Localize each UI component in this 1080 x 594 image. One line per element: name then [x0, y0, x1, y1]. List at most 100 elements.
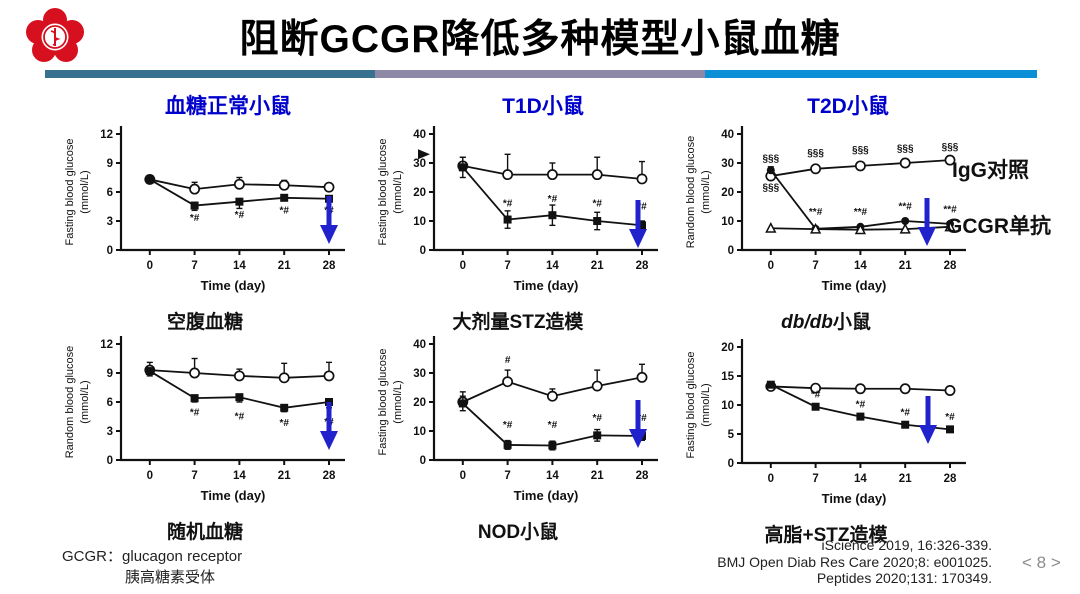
chart-caption: 空腹血糖 [166, 312, 243, 333]
chart-caption: NOD小鼠 [477, 522, 559, 543]
footnote-def-en: glucagon receptor [122, 548, 243, 565]
svg-text:*#: *# [279, 418, 289, 429]
svg-text:28: 28 [636, 260, 649, 272]
svg-text:10: 10 [413, 216, 426, 228]
svg-text:*#: *# [190, 213, 200, 224]
svg-text:Random blood glucose: Random blood glucose [64, 346, 76, 459]
chart-hfd-stz-plot: 0 5 10 15 20 0 7 14 21 28 Time (day) Fasting blood … [676, 333, 976, 518]
svg-text:7: 7 [504, 260, 510, 272]
chart-hfd-stz: 0 5 10 15 20 0 7 14 21 28 Time (day) Fasting blood … [676, 333, 976, 547]
svg-text:(mmol/L): (mmol/L) [392, 170, 404, 213]
svg-text:§§§: §§§ [942, 142, 959, 153]
svg-text:7: 7 [191, 260, 197, 272]
svg-text:*#: *# [637, 201, 647, 212]
decrease-arrow-icon [918, 198, 936, 246]
svg-text:*#: *# [503, 199, 513, 210]
svg-text:30: 30 [413, 368, 426, 380]
svg-text:21: 21 [899, 260, 912, 272]
svg-text:(mmol/L): (mmol/L) [392, 380, 404, 423]
column-header-t1d: T1D小鼠 [502, 95, 584, 118]
svg-text:**#: **# [943, 204, 957, 215]
footnote-gcgr: GCGR：glucagon receptor 胰高糖素受体 [62, 545, 242, 587]
svg-text:0: 0 [420, 455, 426, 467]
svg-text:7: 7 [504, 470, 510, 482]
svg-text:40: 40 [413, 339, 426, 351]
svg-text:Time (day): Time (day) [201, 488, 266, 503]
reference-line: iScience 2019, 16:326-339. [821, 537, 992, 553]
svg-text:*#: *# [811, 389, 821, 400]
svg-text:14: 14 [854, 260, 867, 272]
svg-text:§§§: §§§ [852, 145, 869, 156]
svg-text:0: 0 [420, 245, 426, 257]
svg-text:14: 14 [233, 470, 246, 482]
svg-text:*#: *# [592, 413, 602, 424]
svg-text:*#: *# [190, 408, 200, 419]
reference-line: BMJ Open Diab Res Care 2020;8: e001025. [717, 553, 992, 570]
svg-text:12: 12 [100, 129, 113, 141]
decrease-arrow-icon [320, 196, 338, 244]
svg-text:5: 5 [728, 429, 735, 441]
svg-text:9: 9 [107, 368, 113, 380]
svg-text:§§§: §§§ [807, 148, 824, 159]
svg-text:*#: *# [235, 411, 245, 422]
footnote-def-cn: 胰高糖素受体 [125, 569, 216, 586]
svg-text:Time (day): Time (day) [822, 491, 887, 506]
svg-text:6: 6 [107, 187, 113, 199]
svg-text:*#: *# [279, 205, 289, 216]
svg-text:7: 7 [812, 260, 818, 272]
svg-text:3: 3 [107, 426, 113, 438]
svg-text:*#: *# [856, 399, 866, 410]
references: iScience 2019, 16:326-339. BMJ Open Diab… [717, 537, 992, 587]
svg-text:Time (day): Time (day) [201, 278, 266, 293]
svg-text:0: 0 [728, 245, 734, 257]
svg-text:0: 0 [768, 260, 774, 272]
svg-text:Fasting blood glucose: Fasting blood glucose [377, 138, 389, 245]
svg-text:0: 0 [728, 458, 734, 470]
svg-text:**#: **# [854, 207, 868, 218]
divider-segment-blue [705, 70, 1037, 78]
svg-text:14: 14 [854, 473, 867, 485]
svg-text:#: # [505, 355, 511, 366]
chart-t1d-stz-plot: 0 10 20 30 40 0 7 14 21 28 Time (day) Fasting blood… [368, 120, 668, 305]
divider-segment-purple [375, 70, 705, 78]
chart-caption: 大剂量STZ造模 [452, 312, 584, 333]
svg-text:28: 28 [944, 473, 957, 485]
svg-text:15: 15 [721, 371, 734, 383]
decrease-arrow-icon [320, 402, 338, 450]
svg-text:20: 20 [721, 342, 734, 354]
svg-text:*#: *# [235, 210, 245, 221]
slide-title: 阻断GCGR降低多种模型小鼠血糖 [239, 18, 841, 61]
svg-text:Time (day): Time (day) [514, 278, 579, 293]
svg-text:14: 14 [546, 260, 559, 272]
svg-text:28: 28 [323, 260, 336, 272]
svg-text:6: 6 [107, 397, 113, 409]
svg-text:28: 28 [323, 470, 336, 482]
svg-text:(mmol/L): (mmol/L) [700, 383, 712, 426]
svg-text:20: 20 [721, 187, 734, 199]
column-header-t2d: T2D小鼠 [807, 95, 889, 118]
svg-text:7: 7 [191, 470, 197, 482]
chart-random-normal: 0 3 6 9 12 0 7 14 21 28 Time (day) Random blood glu… [55, 330, 355, 544]
svg-text:*#: *# [548, 194, 558, 205]
svg-text:9: 9 [107, 158, 113, 170]
footnote-term: GCGR： [62, 548, 123, 565]
svg-text:21: 21 [278, 470, 291, 482]
svg-text:40: 40 [413, 129, 426, 141]
svg-text:*#: *# [503, 420, 513, 431]
svg-text:§§§: §§§ [762, 183, 779, 194]
svg-text:21: 21 [591, 470, 604, 482]
chart-random-normal-plot: 0 3 6 9 12 0 7 14 21 28 Time (day) Random blood glu… [55, 330, 355, 515]
svg-text:7: 7 [812, 473, 818, 485]
legend-igg-control: IgG对照 [952, 159, 1029, 182]
chart-caption: db/db小鼠 [781, 312, 871, 333]
svg-text:20: 20 [413, 397, 426, 409]
svg-text:0: 0 [147, 470, 153, 482]
legend-gcgr-mab: GCGR单抗 [946, 215, 1051, 238]
svg-text:21: 21 [278, 260, 291, 272]
svg-text:§§§: §§§ [897, 143, 914, 154]
chart-fasting-normal-plot: 0 3 6 9 12 0 7 14 21 28 Time (day) Fasting blood gl… [55, 120, 355, 305]
divider-segment-teal [45, 70, 375, 78]
svg-text:0: 0 [107, 245, 113, 257]
svg-text:**#: **# [809, 207, 823, 218]
